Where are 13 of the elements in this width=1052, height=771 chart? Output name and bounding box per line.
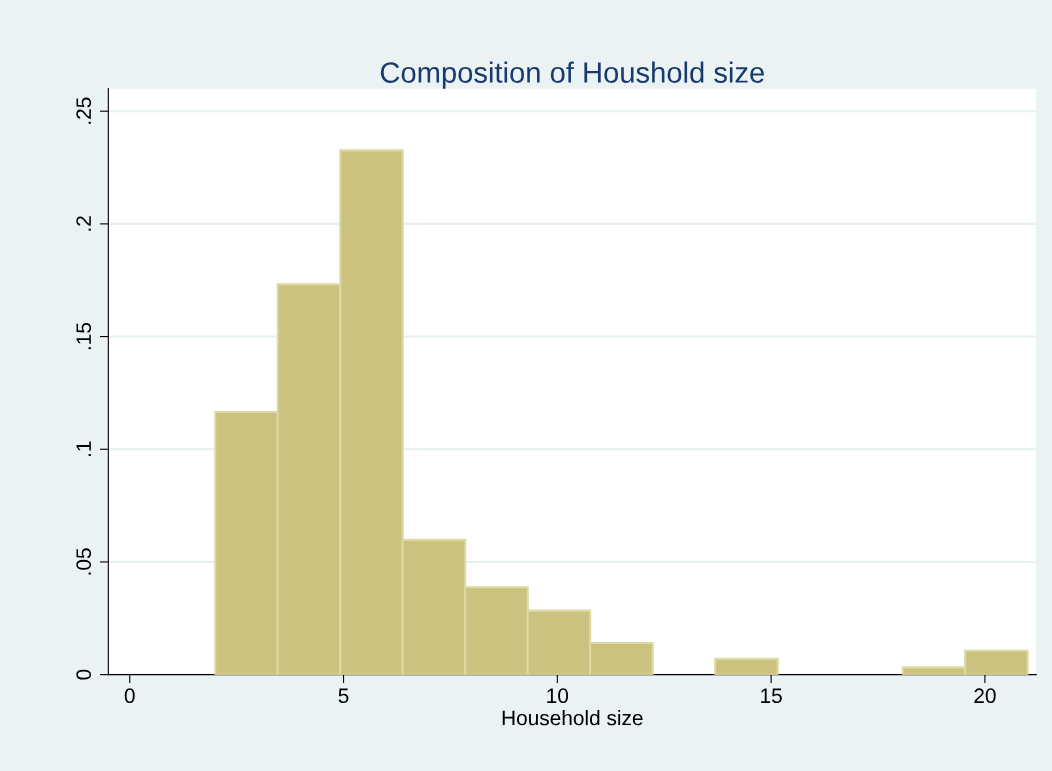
x-tick-label: 10 — [547, 688, 569, 704]
chart-title: Composition of Houshold size — [380, 61, 764, 89]
y-tick-label: .05 — [76, 548, 92, 575]
y-tick-label: .25 — [76, 97, 92, 124]
y-tick-label: .1 — [76, 441, 91, 457]
y-tick-label: .2 — [76, 216, 91, 231]
y-tick-label: 0 — [76, 669, 92, 680]
x-axis-title: Household size — [502, 710, 643, 726]
x-tick-label: 15 — [761, 688, 782, 704]
x-tick-label: 0 — [124, 688, 135, 704]
x-tick-label: 5 — [338, 688, 349, 704]
y-tick-label: .15 — [76, 322, 92, 350]
x-tick-label: 20 — [974, 688, 996, 704]
